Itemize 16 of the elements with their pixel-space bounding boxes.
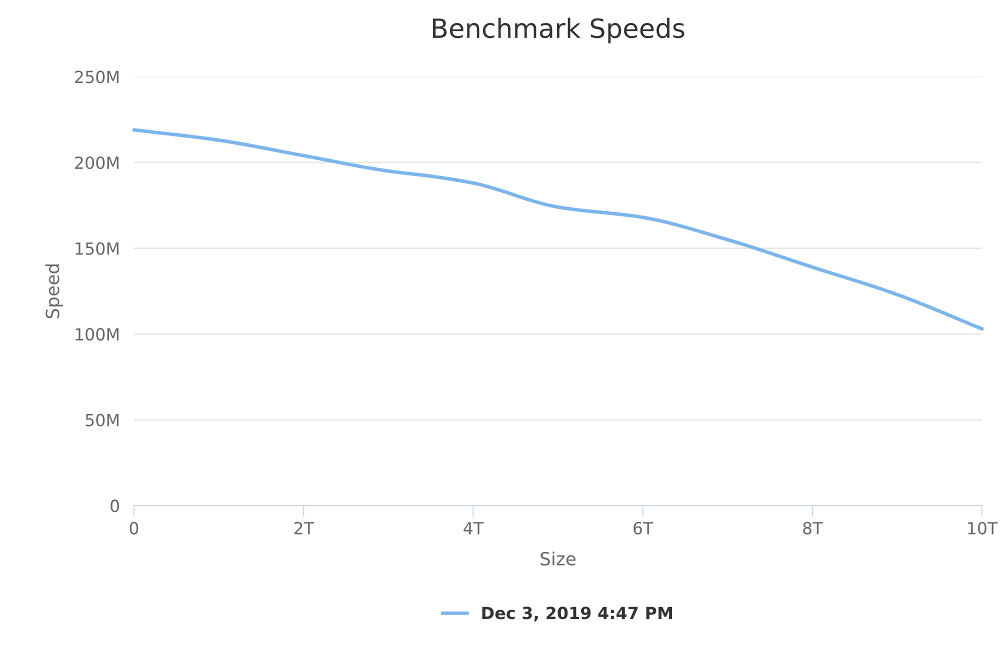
- y-tick-label: 0: [110, 500, 120, 512]
- y-axis-title: Speed: [45, 264, 63, 318]
- x-tick-label: 6T: [634, 522, 654, 534]
- y-tick-label: 200M: [75, 156, 118, 170]
- x-tick-label: 2T: [294, 522, 314, 534]
- x-tick-label: 0: [130, 522, 138, 534]
- y-tick-label: 250M: [75, 70, 118, 84]
- x-tick-label: 4T: [464, 522, 484, 534]
- chart-title: Benchmark Speeds: [433, 18, 684, 44]
- x-axis-title: Size: [540, 552, 576, 566]
- x-tick-label: 8T: [803, 522, 823, 534]
- y-tick-label: 50M: [86, 414, 118, 426]
- x-tick-label: 10T: [968, 522, 998, 534]
- y-tick-label: 100M: [76, 328, 118, 341]
- y-tick-label: 150M: [76, 242, 118, 255]
- legend-label: Dec 3, 2019 4:47 PM: [482, 606, 672, 622]
